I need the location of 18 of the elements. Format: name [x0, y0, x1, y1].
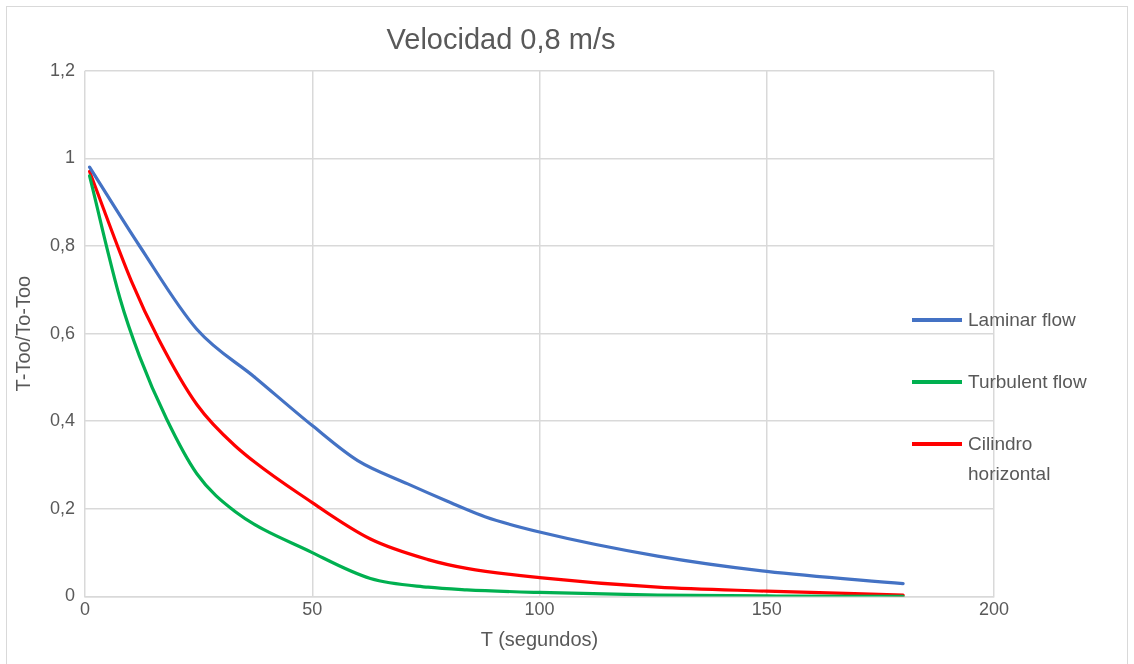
- x-axis-title: T (segundos): [480, 627, 599, 650]
- y-tick-label: 0,4: [49, 410, 76, 431]
- y-tick-label: 1,2: [49, 59, 76, 80]
- x-tick-label: 150: [751, 599, 782, 620]
- y-tick-label: 1: [65, 147, 76, 168]
- chart-title: Velocidad 0,8 m/s: [386, 23, 616, 56]
- legend-label: Laminar flow: [968, 308, 1077, 332]
- x-tick-label: 100: [524, 599, 555, 620]
- y-tick-label: 0: [65, 585, 76, 606]
- x-tick-label: 50: [302, 599, 323, 620]
- legend-label: Turbulent flow: [968, 370, 1088, 394]
- y-tick-label: 0,6: [49, 322, 76, 343]
- y-tick-label: 0,8: [49, 234, 76, 255]
- x-tick-label: 0: [80, 599, 91, 620]
- y-axis-title: T-Too/To-Too: [11, 275, 34, 392]
- y-tick-label: 0,2: [49, 497, 76, 518]
- x-tick-label: 200: [978, 599, 1010, 620]
- legend-label: Cilindro horizontal: [968, 432, 1052, 486]
